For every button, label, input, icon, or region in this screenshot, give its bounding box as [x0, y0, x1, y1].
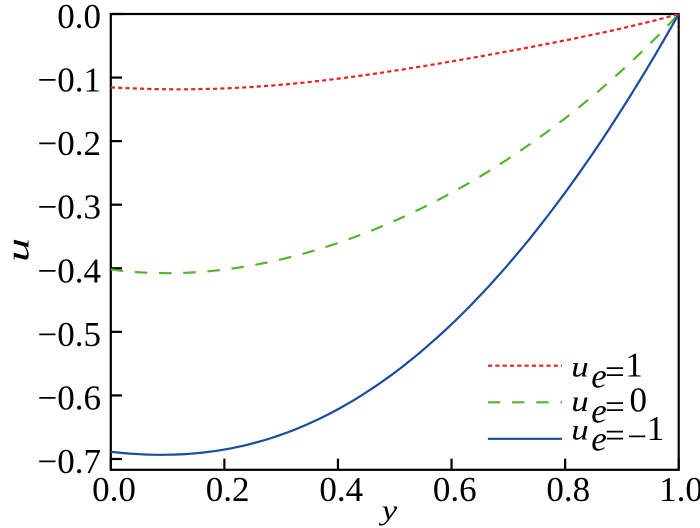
svg-text:−0.7: −0.7 [38, 442, 102, 481]
svg-text:e: e [591, 420, 607, 459]
svg-text:1: 1 [625, 346, 643, 385]
svg-text:−0.6: −0.6 [38, 378, 102, 417]
svg-text:−: − [627, 417, 647, 456]
svg-text:−0.5: −0.5 [38, 315, 102, 354]
svg-text:1.0: 1.0 [659, 470, 700, 509]
svg-text:u: u [571, 386, 588, 419]
svg-text:=: = [605, 387, 625, 426]
svg-text:e: e [591, 391, 607, 430]
svg-text:=: = [605, 416, 625, 455]
svg-text:−0.1: −0.1 [38, 61, 102, 100]
svg-text:0.4: 0.4 [319, 470, 363, 509]
svg-text:−0.3: −0.3 [38, 188, 102, 227]
svg-text:0.6: 0.6 [433, 470, 477, 509]
svg-text:u: u [571, 414, 588, 447]
svg-text:−0.4: −0.4 [38, 251, 102, 290]
svg-text:0.0: 0.0 [57, 0, 101, 36]
svg-text:u: u [0, 238, 35, 262]
svg-text:u: u [571, 351, 588, 384]
svg-text:1: 1 [647, 409, 665, 448]
svg-text:0: 0 [630, 381, 648, 420]
svg-text:0.2: 0.2 [206, 470, 250, 509]
svg-text:0.8: 0.8 [546, 470, 590, 509]
svg-text:−0.2: −0.2 [38, 124, 102, 163]
svg-text:=: = [605, 353, 625, 392]
svg-text:e: e [591, 357, 607, 396]
svg-text:y: y [378, 495, 398, 526]
svg-text:0.0: 0.0 [92, 470, 136, 509]
